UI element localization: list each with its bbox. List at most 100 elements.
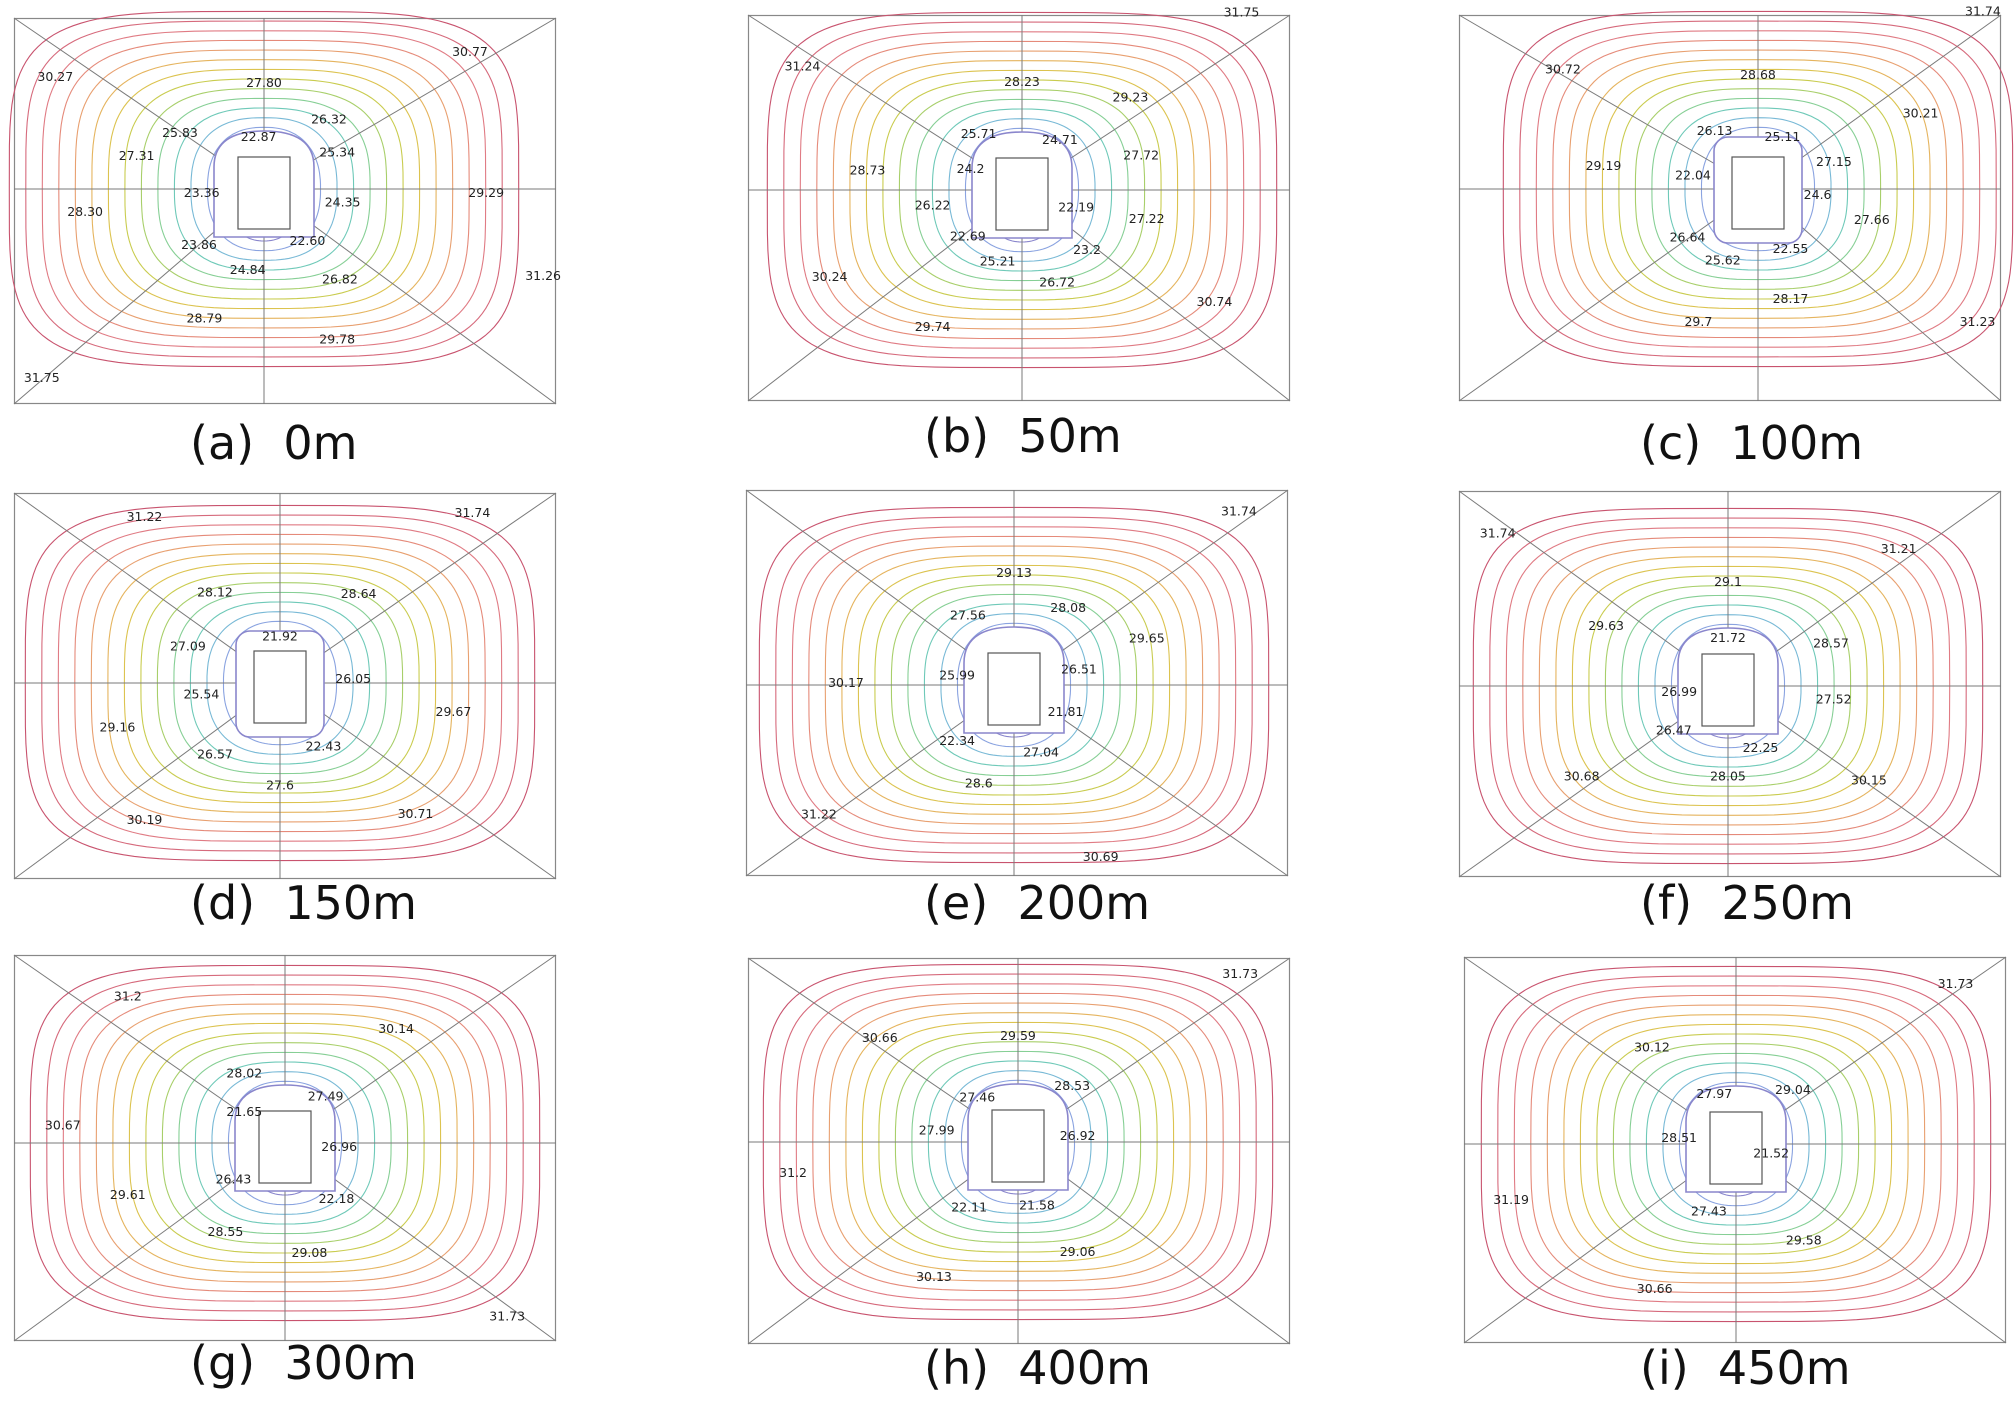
contour-plot-b: 31.75 31.24 28.23 29.23 25.71 24.71 27.72 28.73… — [747, 4, 1291, 402]
contour-value-label: 27.52 — [1816, 692, 1852, 707]
contour-value-label: 31.22 — [127, 509, 163, 524]
contour-value-label: 27.49 — [308, 1089, 344, 1104]
tunnel-opening — [237, 156, 291, 230]
contour-value-label: 27.80 — [246, 75, 282, 90]
contour-value-label: 30.13 — [916, 1269, 952, 1284]
contour-value-label: 27.56 — [950, 608, 986, 623]
panel-caption: (h) 400m — [924, 1345, 1151, 1391]
contour-value-label: 28.17 — [1773, 291, 1809, 306]
contour-value-label: 31.2 — [114, 988, 142, 1003]
contour-value-label: 27.43 — [1691, 1204, 1727, 1219]
contour-value-label: 26.92 — [1060, 1128, 1096, 1143]
contour-value-label: 26.05 — [335, 671, 371, 686]
contour-value-label: 27.15 — [1816, 154, 1852, 169]
contour-value-label: 29.23 — [1113, 89, 1149, 104]
radial-line — [1458, 14, 1759, 190]
caption-depth: 150m — [255, 876, 417, 930]
contour-value-label: 30.15 — [1851, 773, 1887, 788]
caption-depth: 300m — [255, 1336, 417, 1390]
panel-caption: (i) 450m — [1640, 1345, 1851, 1391]
contour-value-label: 27.6 — [266, 777, 294, 792]
contour-value-label: 22.18 — [319, 1191, 355, 1206]
contour-value-label: 26.32 — [311, 112, 347, 127]
contour-value-label: 28.79 — [187, 310, 223, 325]
contour-value-label: 29.04 — [1775, 1082, 1811, 1097]
contour-value-label: 26.57 — [197, 746, 233, 761]
contour-value-label: 30.12 — [1634, 1040, 1670, 1055]
contour-value-label: 28.51 — [1661, 1130, 1697, 1145]
contour-value-label: 30.66 — [862, 1030, 898, 1045]
contour-value-label: 28.73 — [850, 163, 886, 178]
contour-value-label: 21.92 — [262, 629, 298, 644]
contour-value-label: 26.99 — [1661, 684, 1697, 699]
contour-plot-a: 30.27 27.80 30.77 26.32 25.83 22.87 25.34 27.31… — [8, 10, 561, 405]
plot-frame — [747, 957, 1291, 1345]
contour-value-label: 28.55 — [208, 1224, 244, 1239]
tunnel-opening — [1701, 653, 1755, 727]
panel-caption: (a) 0m — [190, 420, 357, 466]
contour-value-label: 29.65 — [1129, 631, 1165, 646]
contour-value-label: 30.77 — [452, 44, 488, 59]
contour-value-label: 31.19 — [1493, 1192, 1529, 1207]
contour-value-label: 28.57 — [1813, 636, 1849, 651]
panel-b: 31.75 31.24 28.23 29.23 25.71 24.71 27.72 28.73… — [747, 4, 1291, 402]
panel-caption: (d) 150m — [190, 880, 417, 926]
contour-value-label: 30.19 — [127, 812, 163, 827]
contour-value-label: 31.73 — [1938, 976, 1974, 991]
panel-h: 31.73 30.66 29.59 28.53 27.46 27.99 26.92 31.2 2… — [747, 957, 1291, 1345]
caption-id: (f) — [1640, 876, 1693, 930]
contour-value-label: 27.99 — [919, 1122, 955, 1137]
contour-value-label: 22.11 — [951, 1200, 987, 1215]
contour-value-label: 22.60 — [290, 233, 326, 248]
contour-value-label: 31.2 — [779, 1165, 807, 1180]
contour-value-label: 29.78 — [319, 332, 355, 347]
contour-value-label: 25.99 — [939, 667, 975, 682]
contour-value-label: 27.66 — [1854, 212, 1890, 227]
contour-value-label: 28.02 — [226, 1066, 262, 1081]
panel-caption: (c) 100m — [1640, 420, 1863, 466]
contour-value-label: 30.68 — [1564, 769, 1600, 784]
contour-plot-e: 31.74 29.13 28.08 27.56 29.65 26.51 25.99 30.17… — [745, 489, 1289, 877]
caption-depth: 250m — [1692, 876, 1854, 930]
contour-value-label: 26.13 — [1697, 123, 1733, 138]
contour-value-label: 28.6 — [965, 775, 993, 790]
contour-value-label: 27.97 — [1696, 1086, 1732, 1101]
contour-value-label: 26.72 — [1039, 275, 1075, 290]
contour-value-label: 29.19 — [1586, 158, 1622, 173]
contour-value-label: 22.87 — [241, 129, 277, 144]
contour-value-label: 21.52 — [1753, 1146, 1789, 1161]
contour-value-label: 31.73 — [489, 1309, 525, 1324]
contour-value-label: 29.63 — [1588, 618, 1624, 633]
contour-value-label: 22.69 — [950, 228, 986, 243]
panel-caption: (b) 50m — [924, 413, 1122, 459]
contour-value-label: 30.17 — [828, 675, 864, 690]
caption-id: (i) — [1640, 1341, 1689, 1395]
contour-value-label: 31.24 — [785, 59, 821, 74]
contour-value-label: 30.27 — [37, 69, 73, 84]
tunnel-opening — [253, 650, 307, 724]
contour-value-label: 28.53 — [1054, 1078, 1090, 1093]
contour-value-label: 29.16 — [100, 719, 136, 734]
contour-plot-g: 31.2 30.14 28.02 27.49 21.65 26.96 30.67 26.43 2… — [13, 954, 557, 1342]
caption-depth: 200m — [988, 876, 1151, 930]
contour-value-label: 25.11 — [1765, 129, 1801, 144]
caption-id: (d) — [190, 876, 256, 930]
radial-line — [279, 492, 557, 684]
radial-line — [279, 682, 557, 880]
contour-value-label: 23.2 — [1073, 242, 1101, 257]
contour-value-label: 28.23 — [1004, 74, 1040, 89]
contour-plot-i: 31.73 30.12 27.97 29.04 28.51 21.52 31.19 27.43… — [1463, 956, 2007, 1344]
contour-value-label: 25.83 — [162, 125, 198, 140]
contour-value-label: 25.71 — [961, 126, 997, 141]
contour-value-label: 27.09 — [170, 638, 206, 653]
contour-value-label: 31.23 — [1960, 314, 1996, 329]
contour-value-label: 28.68 — [1740, 67, 1776, 82]
contour-value-label: 25.34 — [319, 144, 355, 159]
contour-value-label: 22.43 — [306, 739, 342, 754]
contour-plot-h: 31.73 30.66 29.59 28.53 27.46 27.99 26.92 31.2 2… — [747, 957, 1291, 1345]
contour-value-label: 22.25 — [1743, 740, 1779, 755]
contour-value-label: 29.7 — [1684, 314, 1712, 329]
contour-value-label: 29.13 — [996, 565, 1032, 580]
contour-value-label: 29.67 — [436, 704, 472, 719]
contour-value-label: 26.82 — [322, 272, 358, 287]
